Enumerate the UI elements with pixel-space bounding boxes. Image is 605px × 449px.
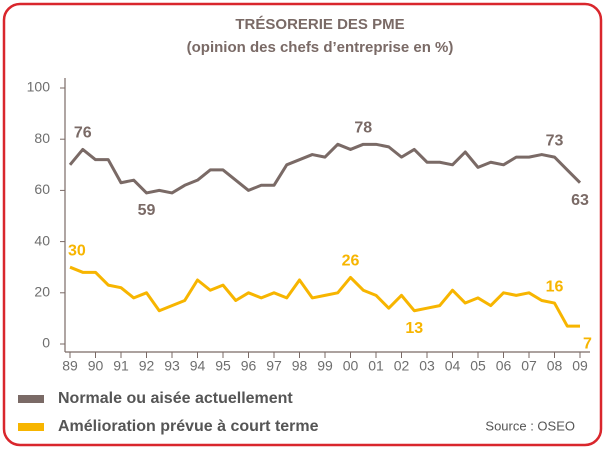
- data-label: 78: [354, 120, 372, 137]
- legend-swatch: [18, 395, 44, 403]
- y-tick-label: 80: [34, 130, 50, 146]
- data-label: 13: [405, 320, 423, 337]
- x-tick-label: 90: [88, 358, 104, 374]
- y-tick-label: 40: [34, 232, 50, 248]
- legend-label: Normale ou aisée actuellement: [58, 390, 293, 407]
- x-tick-label: 03: [419, 358, 435, 374]
- x-tick-label: 95: [215, 358, 231, 374]
- x-tick-label: 01: [368, 358, 384, 374]
- y-tick-label: 0: [42, 335, 50, 351]
- y-tick-label: 20: [34, 284, 50, 300]
- data-label: 7: [583, 335, 592, 352]
- chart-title: TRÉSORERIE DES PME: [235, 16, 404, 33]
- data-label: 73: [546, 132, 564, 149]
- data-label: 30: [68, 242, 86, 259]
- legend-label: Amélioration prévue à court terme: [58, 418, 319, 435]
- line: [68, 142, 582, 195]
- source: Source : OSEO: [485, 418, 575, 433]
- data-label: 63: [571, 192, 589, 209]
- x-tick-label: 09: [572, 358, 588, 374]
- legend-swatch: [18, 423, 44, 431]
- y-tick-label: 100: [27, 79, 51, 95]
- x-tick-label: 00: [343, 358, 359, 374]
- data-label: 26: [342, 253, 360, 270]
- x-tick-label: 08: [547, 358, 563, 374]
- data-label: 76: [74, 125, 92, 142]
- y-tick-label: 60: [34, 181, 50, 197]
- x-tick-label: 92: [139, 358, 155, 374]
- x-tick-label: 93: [164, 358, 180, 374]
- x-tick-label: 99: [317, 358, 333, 374]
- x-tick-label: 94: [190, 358, 206, 374]
- data-label: 59: [138, 202, 156, 219]
- x-tick-label: 96: [241, 358, 257, 374]
- x-tick-label: 89: [62, 358, 78, 374]
- x-tick-label: 06: [496, 358, 512, 374]
- x-tick-label: 04: [445, 358, 461, 374]
- line: [69, 265, 580, 328]
- data-label: 16: [546, 278, 564, 295]
- x-tick-label: 05: [470, 358, 486, 374]
- x-tick-label: 07: [521, 358, 537, 374]
- x-tick-label: 98: [292, 358, 308, 374]
- chart-subtitle: (opinion des chefs d’entreprise en %): [187, 39, 454, 56]
- x-tick-label: 02: [394, 358, 410, 374]
- x-tick-label: 97: [266, 358, 282, 374]
- x-tick-label: 91: [113, 358, 129, 374]
